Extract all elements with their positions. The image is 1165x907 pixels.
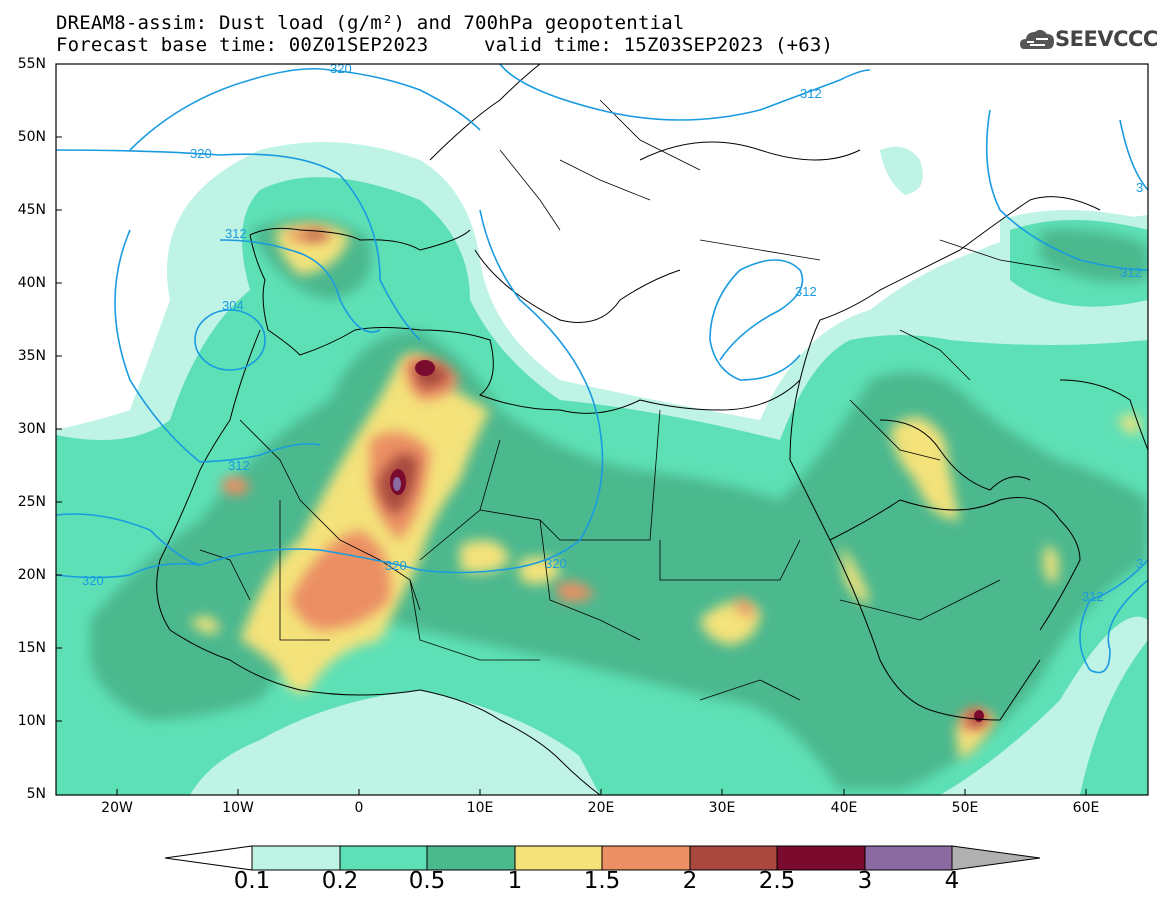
dust-level-4	[393, 477, 401, 491]
contour-label: 312	[1120, 265, 1142, 280]
contour-label: 312	[795, 284, 817, 299]
colorbar-label: 4	[944, 868, 960, 894]
contour-label: 3	[1136, 556, 1143, 571]
lat-label: 20N	[17, 567, 46, 583]
logo-text: SEEVCCC	[1055, 27, 1158, 51]
lon-label: 20W	[101, 800, 133, 816]
cloud-icon	[1020, 29, 1054, 49]
colorbar-label: 2	[682, 868, 698, 894]
lon-label: 40E	[830, 800, 858, 816]
colorbar-label: 2.5	[758, 868, 796, 894]
lat-label: 50N	[17, 129, 46, 145]
colorbar	[164, 845, 1041, 871]
lat-label: 35N	[17, 348, 46, 364]
contour-labels: 320 312 320 312 304 312 320 320 312 312 …	[82, 61, 1143, 604]
lat-label: 25N	[17, 494, 46, 510]
colorbar-label: 3	[857, 868, 873, 894]
lat-label: 5N	[26, 786, 46, 802]
contour-label: 312	[228, 458, 250, 473]
valid-time: valid time: 15Z03SEP2023 (+63)	[484, 34, 834, 56]
colorbar-under-arrow	[164, 845, 253, 871]
colorbar-swatch	[426, 845, 516, 871]
colorbar-label: 0.2	[321, 868, 359, 894]
contour-label: 320	[545, 556, 567, 571]
lon-label: 20E	[587, 800, 615, 816]
map-title: DREAM8-assim: Dust load (g/m²) and 700hP…	[56, 12, 685, 34]
colorbar-swatch	[689, 845, 778, 871]
colorbar-swatch	[251, 845, 341, 871]
contour-label: 312	[800, 86, 822, 101]
colorbar-label: 0.1	[233, 868, 271, 894]
lon-label: 30E	[708, 800, 736, 816]
colorbar-swatch	[776, 845, 866, 871]
colorbar-swatch	[601, 845, 691, 871]
lat-label: 40N	[17, 275, 46, 291]
colorbar-over-arrow	[951, 845, 1041, 871]
contour-label: 3	[1136, 180, 1143, 195]
dust-level-1.5	[222, 229, 990, 732]
colorbar-label: 1.5	[583, 868, 621, 894]
borders	[199, 99, 1061, 701]
lon-label: 10E	[466, 800, 494, 816]
contour-label: 320	[190, 146, 212, 161]
colorbar-label: 1	[507, 868, 523, 894]
contour-label: 304	[222, 298, 244, 313]
contour-label: 320	[82, 573, 104, 588]
lon-label: 10W	[222, 800, 254, 816]
colorbar-swatch	[514, 845, 603, 871]
contour-label: 312	[1082, 589, 1104, 604]
coastlines	[156, 64, 1148, 795]
colorbar-label: 0.5	[408, 868, 446, 894]
lat-label: 15N	[17, 640, 46, 656]
ticks	[56, 63, 1087, 795]
geopotential-contours	[56, 64, 1148, 674]
lat-label: 10N	[17, 713, 46, 729]
contour-label: 320	[385, 558, 407, 573]
colorbar-swatch	[339, 845, 428, 871]
lat-label: 55N	[17, 56, 46, 72]
lon-label: 60E	[1072, 800, 1100, 816]
colorbar-swatch	[864, 845, 953, 871]
contour-label: 312	[225, 226, 247, 241]
lon-label: 50E	[951, 800, 979, 816]
lon-label: 0	[354, 800, 364, 816]
contour-label: 320	[330, 61, 352, 76]
forecast-base-time: Forecast base time: 00Z01SEP2023	[56, 34, 429, 56]
dust-field: 320 312 320 312 304 312 320 320 312 312 …	[56, 61, 1148, 795]
lat-label: 30N	[17, 421, 46, 437]
lat-label: 45N	[17, 202, 46, 218]
